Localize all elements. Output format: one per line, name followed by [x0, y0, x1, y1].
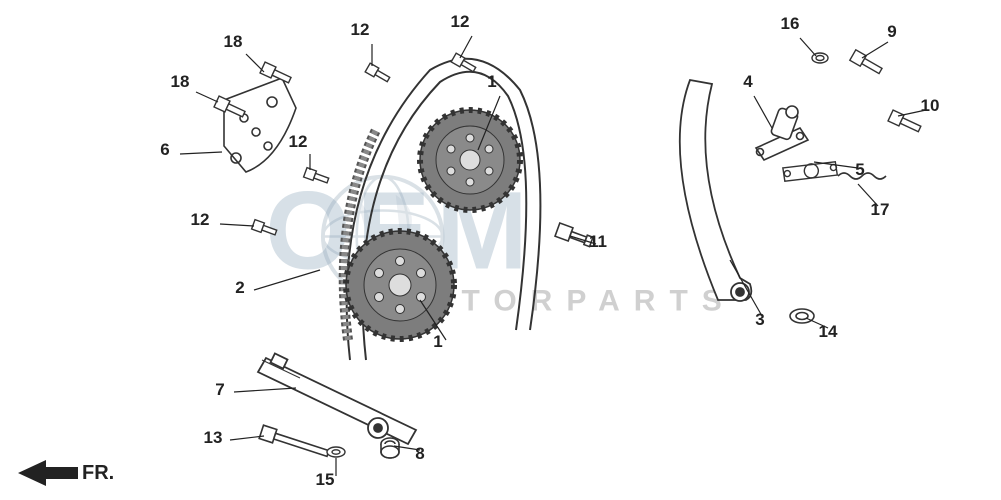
callout-c16: 16: [781, 14, 800, 34]
callout-c18a: 18: [224, 32, 243, 52]
callout-c12c: 12: [191, 210, 210, 230]
sprocket-top: [420, 110, 520, 210]
bolt-9: [850, 50, 884, 76]
gasket-5: [779, 147, 841, 196]
callout-c8: 8: [415, 444, 424, 464]
collar-8: [381, 438, 399, 458]
bolt-11: [555, 223, 594, 248]
tensioner-guide-3: [680, 80, 752, 301]
callout-c18b: 18: [171, 72, 190, 92]
callout-c1a: 1: [433, 332, 442, 352]
callout-c14: 14: [819, 322, 838, 342]
callout-c4: 4: [743, 72, 752, 92]
callout-c17: 17: [871, 200, 890, 220]
callout-c1b: 1: [487, 72, 496, 92]
bolt-12a: [365, 63, 391, 84]
callout-c12b: 12: [451, 12, 470, 32]
callout-c12a: 12: [351, 20, 370, 40]
callout-c6: 6: [160, 140, 169, 160]
parts-drawing: [0, 0, 1001, 500]
callout-c15: 15: [316, 470, 335, 490]
arrow-left-icon: [18, 460, 78, 486]
callout-c11: 11: [589, 232, 607, 252]
callout-c5: 5: [855, 160, 864, 180]
diagram-stage: OEM MOTORPARTS: [0, 0, 1001, 500]
bolt-13: [259, 425, 330, 460]
washer-15: [327, 447, 345, 457]
callout-c10: 10: [921, 96, 940, 116]
bolt-12d: [304, 168, 330, 186]
callout-c12d: 12: [289, 132, 308, 152]
bolt-10: [888, 110, 922, 134]
front-indicator-label: FR.: [82, 462, 114, 485]
washer-14: [790, 309, 814, 323]
callout-c13: 13: [204, 428, 223, 448]
bolt-12b: [451, 53, 477, 74]
sprocket-lower: [346, 231, 454, 339]
callout-c9: 9: [887, 22, 896, 42]
front-indicator: FR.: [18, 460, 114, 486]
guide-plate-6: [224, 78, 296, 172]
callout-c2: 2: [235, 278, 244, 298]
callout-c3: 3: [755, 310, 764, 330]
bolt-12c: [252, 220, 278, 238]
callout-c7: 7: [215, 380, 224, 400]
chain-guide-7: [258, 353, 416, 444]
